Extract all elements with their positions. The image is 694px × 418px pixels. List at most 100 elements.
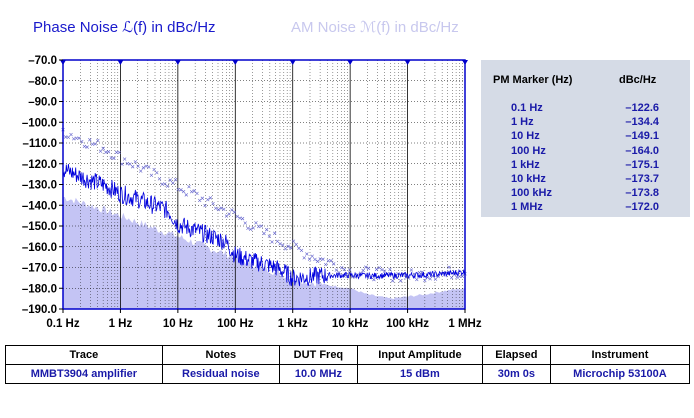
decade-marker [60,60,66,65]
cell-input-amplitude: 15 dBm [356,364,483,384]
am-noise-marker [256,224,261,229]
x-tick-label: 1 MHz [448,318,481,330]
am-noise-marker [428,277,432,281]
y-tick-label: –110.0 [22,138,57,150]
am-noise-marker [82,144,87,149]
am-noise-marker [181,189,186,194]
am-noise-marker [96,138,100,143]
decade-marker [232,60,239,65]
am-noise-marker [460,274,465,278]
am-noise-marker [88,138,92,142]
am-noise-marker [457,274,462,279]
am-noise-marker [69,132,73,137]
am-noise-marker [93,142,97,146]
am-noise-marker [117,150,121,155]
am-noise-marker [235,214,239,219]
am-noise-marker [101,146,105,151]
marker-row-value: –134.4 [625,116,659,129]
am-noise-marker [109,156,113,160]
y-tick-label: –150.0 [22,221,57,233]
marker-row-freq: 100 Hz [511,144,546,157]
am-noise-marker [106,150,111,154]
am-noise-marker [168,178,172,182]
am-noise-marker [139,169,143,173]
am-noise-marker [251,226,255,230]
am-noise-marker [297,246,301,250]
am-noise-marker [254,221,258,225]
x-tick-label: 1 Hz [109,318,133,330]
am-noise-marker [208,196,213,200]
phase-noise-chart: –70.0 –80.0 –90.0 –100.0 –110.0 –120.0 –130.0 –… [22,55,482,330]
am-noise-marker [232,210,237,214]
am-noise-marker [176,187,180,192]
am-noise-marker [398,279,403,283]
am-noise-marker [302,256,306,260]
marker-row-value: –149.1 [625,130,659,143]
am-noise-marker [449,275,454,280]
pm-noise-line-layer [62,163,466,287]
marker-row-freq: 0.1 Hz [511,102,543,114]
am-noise-marker [104,150,108,154]
am-noise-marker [184,193,188,197]
am-noise-marker [98,149,103,153]
am-noise-marker [165,184,170,188]
x-axis-ticks: 0.1 Hz 1 Hz 10 Hz 100 Hz 1 kHz 10 kHz 100 kHz 1… [46,309,482,330]
am-noise-marker [192,189,197,193]
am-noise-marker [396,271,400,276]
x-tick-label: 0.1 Hz [46,318,79,330]
am-noise-marker [240,216,245,221]
am-noise-marker [197,198,202,203]
am-noise-marker [74,136,79,140]
y-tick-label: –130.0 [22,180,57,192]
am-noise-marker [323,262,328,267]
am-noise-marker [340,266,344,270]
header-input-amplitude: Input Amplitude [356,345,483,365]
decade-marker [289,60,296,65]
am-noise-marker [120,162,124,166]
am-noise-title[interactable]: AM Noise ℳ(f) in dBc/Hz [291,19,459,36]
marker-row-value: –164.0 [625,144,659,157]
decade-marker [347,60,354,65]
am-noise-marker [125,161,130,166]
am-noise-marker [267,234,272,238]
decade-marker [117,60,124,65]
am-noise-marker [286,244,290,249]
am-noise-marker [433,277,438,281]
marker-freq-header: PM Marker (Hz) [493,74,573,86]
header-instrument: Instrument [549,345,691,365]
am-noise-marker [364,265,368,269]
marker-row-value: –173.8 [625,187,659,200]
am-noise-marker [203,203,207,208]
am-noise-marker [377,265,381,270]
am-noise-marker [195,191,199,196]
am-noise-marker [388,267,392,272]
am-noise-marker [173,177,178,182]
am-noise-marker [264,227,269,232]
am-noise-marker [144,164,148,168]
am-noise-marker [227,212,231,216]
header-dut-freq: DUT Freq [278,345,358,365]
cell-trace[interactable]: MMBT3904 amplifier [5,364,163,384]
am-noise-marker [315,259,320,264]
am-noise-marker [305,252,309,256]
trace-info-table: Trace Notes DUT Freq Input Amplitude Ela… [5,345,691,384]
cell-instrument: Microchip 53100A [549,364,691,384]
am-noise-marker [80,139,84,144]
am-noise-marker [206,197,210,202]
pm-noise-title: Phase Noise ℒ(f) in dBc/Hz [33,19,216,36]
header-trace: Trace [5,345,163,365]
am-noise-marker [85,145,89,149]
am-noise-marker [307,257,312,261]
x-tick-label: 1 kHz [278,318,308,330]
marker-row-value: –175.1 [625,158,659,171]
am-noise-marker [283,247,288,251]
am-noise-marker [130,165,135,169]
am-noise-marker [294,242,298,247]
am-noise-marker [409,268,414,272]
pm-marker-panel: PM Marker (Hz) dBc/Hz 0.1 Hz –122.6 1 Hz –1… [481,60,690,217]
cell-dut-freq: 10.0 MHz [278,364,358,384]
am-noise-marker [380,267,384,272]
am-noise-marker [326,259,331,263]
am-noise-marker [214,206,218,211]
am-noise-marker [262,231,266,236]
